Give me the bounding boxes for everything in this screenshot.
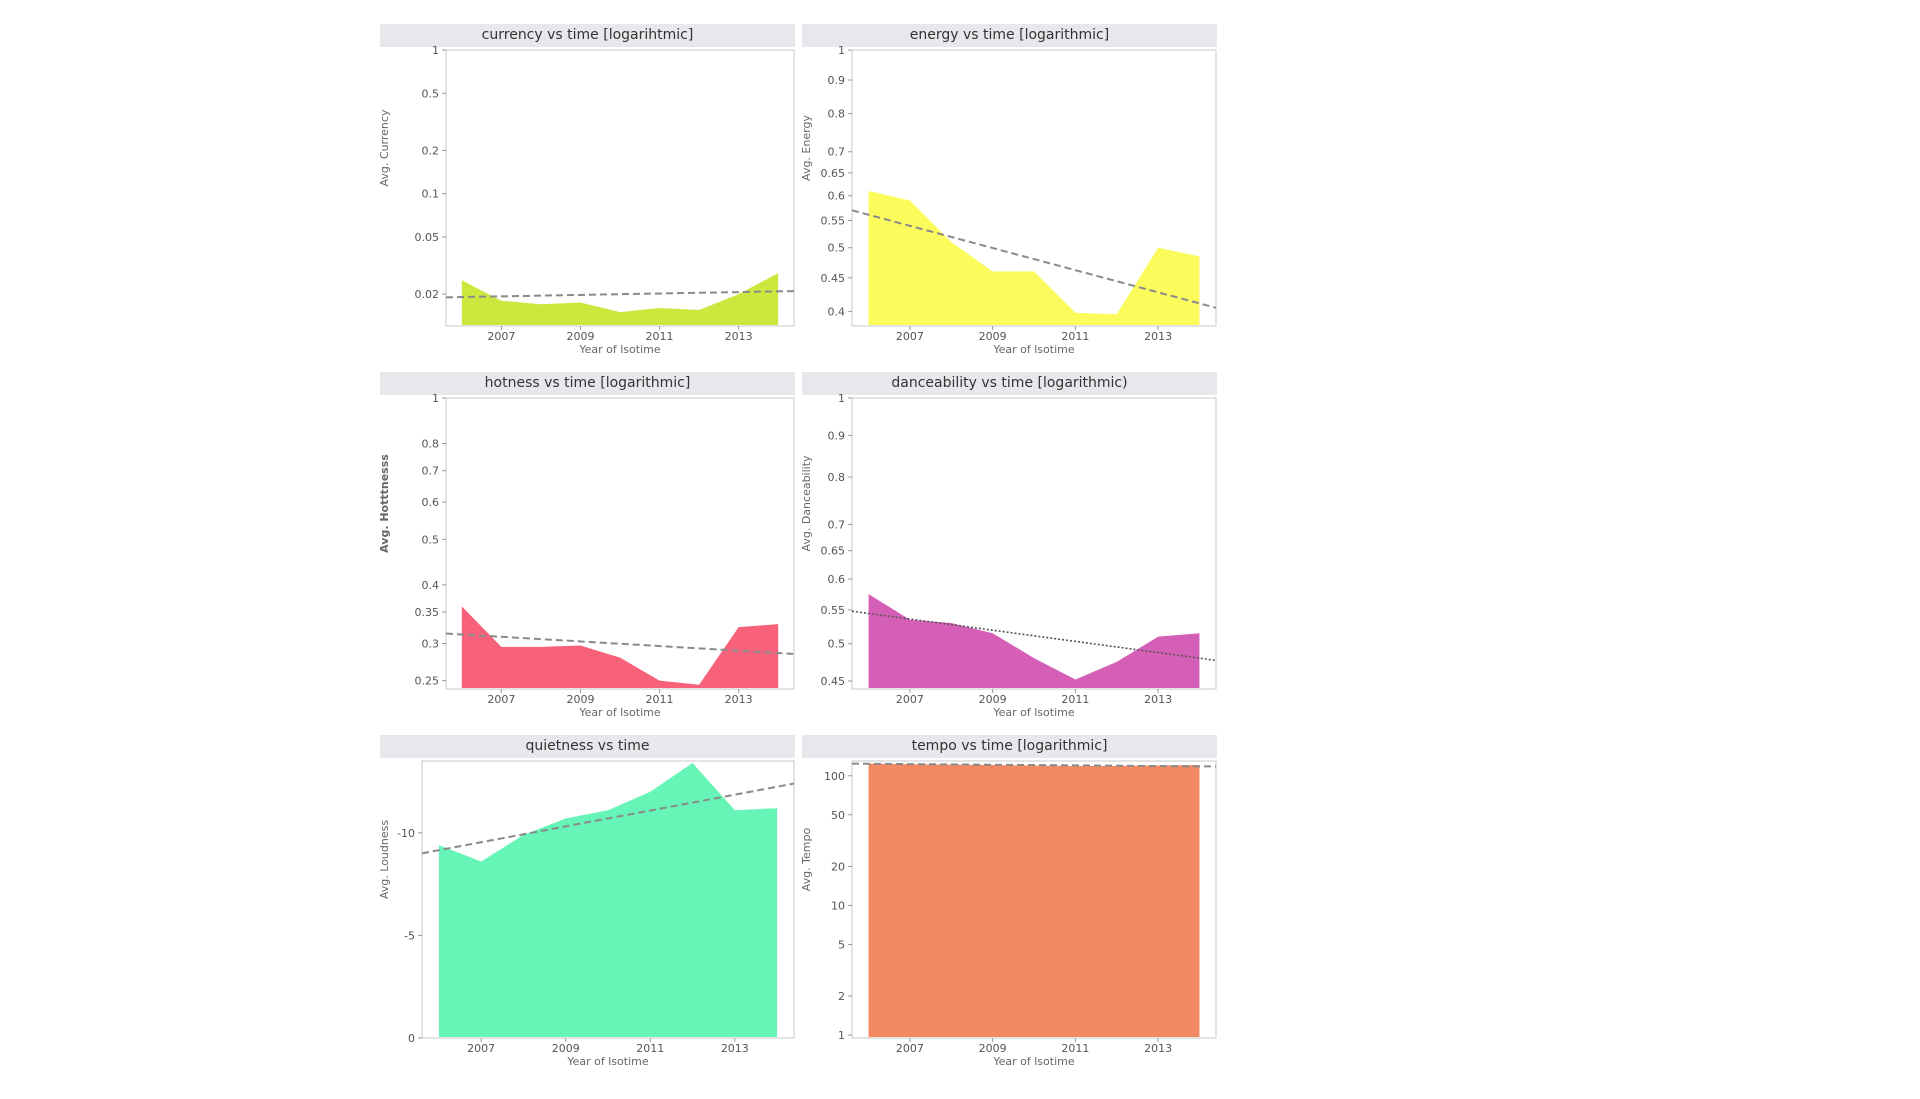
y-tick-label: 0.4 bbox=[828, 305, 846, 318]
y-axis-label: Avg. Tempo bbox=[800, 828, 813, 892]
x-axis-label: Year of lsotime bbox=[992, 1055, 1074, 1068]
x-tick-label: 2011 bbox=[1061, 1042, 1089, 1055]
y-tick-label: 0.55 bbox=[821, 604, 846, 617]
y-tick-label: 0.6 bbox=[828, 573, 846, 586]
x-tick-label: 2013 bbox=[1144, 1042, 1172, 1055]
y-tick-label: 0.7 bbox=[422, 465, 440, 478]
x-tick-label: 2011 bbox=[636, 1042, 664, 1055]
chart-title-danceability: danceability vs time [logarithmic) bbox=[802, 372, 1217, 395]
y-tick-label: 0.65 bbox=[821, 545, 846, 558]
y-tick-label: 5 bbox=[838, 938, 845, 951]
y-tick-label: 1 bbox=[838, 1029, 845, 1042]
chart-title-energy: energy vs time [logarithmic] bbox=[802, 24, 1217, 47]
x-tick-label: 2011 bbox=[1061, 693, 1089, 706]
x-tick-label: 2013 bbox=[1144, 693, 1172, 706]
y-tick-label: 1 bbox=[432, 392, 439, 405]
x-axis-label: Year of lsotime bbox=[578, 706, 660, 719]
y-tick-label: 0.2 bbox=[422, 144, 440, 157]
y-tick-label: 0.5 bbox=[828, 638, 846, 651]
y-tick-label: 0.5 bbox=[422, 533, 440, 546]
x-tick-label: 2013 bbox=[721, 1042, 749, 1055]
chart-title-tempo: tempo vs time [logarithmic] bbox=[802, 735, 1217, 758]
y-tick-label: 0.8 bbox=[828, 471, 846, 484]
x-tick-label: 2007 bbox=[487, 693, 515, 706]
y-tick-label: 0.45 bbox=[821, 272, 846, 285]
chart-title-hotness: hotness vs time [logarithmic] bbox=[380, 372, 795, 395]
y-tick-label: 10 bbox=[831, 899, 845, 912]
chart-tempo: 100 50 20 10 5 2 1 2007 2009 2011 2013 Year of lsot… bbox=[802, 759, 1217, 1099]
y-tick-label: 2 bbox=[838, 990, 845, 1003]
chart-title-currency: currency vs time [logarihtmic] bbox=[380, 24, 795, 47]
y-tick-label: 0 bbox=[408, 1032, 415, 1045]
y-tick-label: 1 bbox=[838, 44, 845, 57]
x-axis-label: Year of lsotime bbox=[578, 343, 660, 356]
y-tick-label: 0.45 bbox=[821, 675, 846, 688]
y-tick-label: 0.6 bbox=[422, 496, 440, 509]
x-tick-label: 2007 bbox=[896, 330, 924, 343]
y-tick-label: -5 bbox=[404, 929, 415, 942]
x-tick-label: 2007 bbox=[896, 1042, 924, 1055]
y-tick-label: 0.05 bbox=[415, 231, 440, 244]
x-axis-label: Year of lsotime bbox=[566, 1055, 648, 1068]
y-tick-label: 50 bbox=[831, 809, 845, 822]
x-tick-label: 2009 bbox=[552, 1042, 580, 1055]
x-tick-label: 2013 bbox=[1144, 330, 1172, 343]
area-series bbox=[869, 764, 1200, 1037]
y-axis-label: Avg. Danceability bbox=[800, 455, 813, 552]
x-tick-label: 2007 bbox=[896, 693, 924, 706]
x-tick-label: 2009 bbox=[979, 693, 1007, 706]
x-tick-label: 2009 bbox=[566, 330, 594, 343]
y-tick-label: 0.6 bbox=[828, 190, 846, 203]
chart-title-quietness: quietness vs time bbox=[380, 735, 795, 758]
y-tick-label: -10 bbox=[397, 827, 415, 840]
y-tick-label: 0.25 bbox=[415, 675, 440, 688]
x-axis-label: Year of lsotime bbox=[992, 706, 1074, 719]
y-tick-label: 1 bbox=[838, 392, 845, 405]
x-tick-label: 2013 bbox=[725, 330, 753, 343]
y-tick-label: 0.1 bbox=[422, 188, 440, 201]
x-tick-label: 2007 bbox=[487, 330, 515, 343]
chart-quietness: -10 -5 0 2007 2009 2011 2013 Year of lsotime Avg… bbox=[380, 759, 795, 1099]
y-tick-label: 0.7 bbox=[828, 518, 846, 531]
x-axis-label: Year of lsotime bbox=[992, 343, 1074, 356]
y-tick-label: 0.5 bbox=[828, 242, 846, 255]
y-tick-label: 0.3 bbox=[422, 637, 440, 650]
y-tick-label: 0.5 bbox=[422, 87, 440, 100]
y-tick-label: 0.9 bbox=[828, 429, 846, 442]
y-tick-label: 0.8 bbox=[422, 438, 440, 451]
x-tick-label: 2009 bbox=[566, 693, 594, 706]
y-tick-label: 0.65 bbox=[821, 167, 846, 180]
y-tick-label: 0.7 bbox=[828, 146, 846, 159]
x-tick-label: 2011 bbox=[1061, 330, 1089, 343]
y-axis-label: Avg. Energy bbox=[800, 115, 813, 181]
x-tick-label: 2009 bbox=[979, 1042, 1007, 1055]
y-tick-label: 0.35 bbox=[415, 606, 440, 619]
y-tick-label: 0.9 bbox=[828, 74, 846, 87]
y-tick-label: 100 bbox=[824, 770, 845, 783]
y-axis-label: Avg. Loudness bbox=[378, 820, 391, 899]
plot-frame bbox=[446, 50, 794, 326]
y-tick-label: 0.8 bbox=[828, 108, 846, 121]
x-tick-label: 2009 bbox=[979, 330, 1007, 343]
x-tick-label: 2007 bbox=[467, 1042, 495, 1055]
x-tick-label: 2011 bbox=[646, 693, 674, 706]
y-axis-label: Avg. Hotttnesss bbox=[378, 454, 391, 553]
y-tick-label: 0.02 bbox=[415, 288, 440, 301]
y-tick-label: 0.4 bbox=[422, 579, 440, 592]
y-tick-label: 20 bbox=[831, 860, 845, 873]
y-tick-label: 1 bbox=[432, 44, 439, 57]
y-axis-label: Avg. Currency bbox=[378, 109, 391, 186]
x-tick-label: 2013 bbox=[725, 693, 753, 706]
y-tick-label: 0.55 bbox=[821, 215, 846, 228]
x-tick-label: 2011 bbox=[646, 330, 674, 343]
